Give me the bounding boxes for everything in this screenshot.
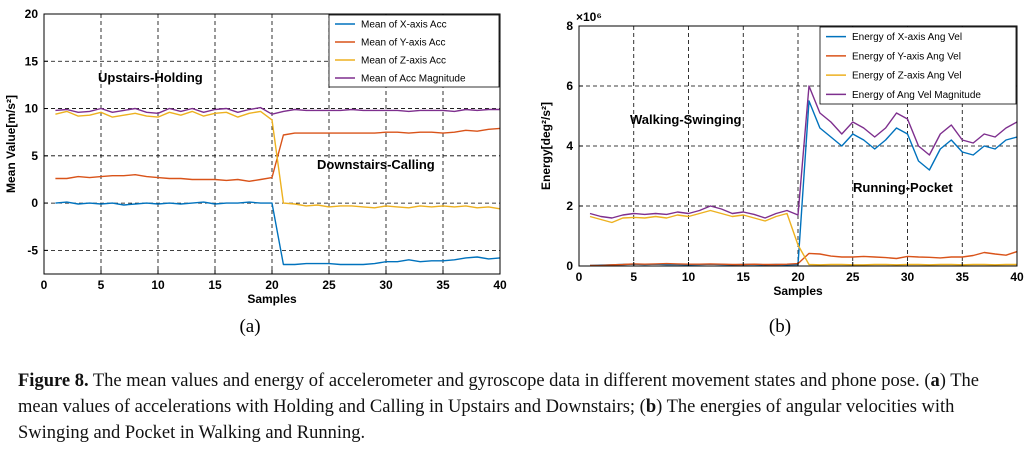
legend-label-1: Mean of X-axis Acc [361,20,447,31]
x-tick-label: 40 [493,278,507,292]
chart-a: 0 5 10 15 20 25 30 35 40 20 15 10 5 0 -5 Samples Mean Va… [4,7,507,337]
y-tick-label: 5 [31,149,38,163]
legend-box [819,26,1017,105]
x-tick-label: 5 [630,270,637,284]
x-tick-label: 30 [379,278,393,292]
series-line-4 [589,85,1018,219]
y-tick-label: 6 [566,79,573,93]
y-tick-label: 8 [566,19,573,33]
caption-text-b: ) The energies of angular velocities wit… [18,397,955,443]
legend-label-1: Energy of X-axis Ang Vel [852,32,962,43]
legend-label-3: Energy of Z-axis Ang Vel [852,71,962,82]
y-tick-label: 0 [31,196,38,210]
figure-caption: Figure 8. The mean values and energy of … [18,368,1018,446]
x-tick-label: 10 [151,278,165,292]
caption-text-a: ) The mean values of accelerations with … [18,371,980,417]
chart-b: 0 5 10 15 20 25 30 35 4086420×10⁶SamplesEnergy[d… [539,10,1024,337]
x-tick-label: 5 [98,278,105,292]
x-tick-label: 20 [265,278,279,292]
y-tick-label: 0 [566,259,573,273]
y-axis-label: Mean Value[m/s²] [4,95,18,193]
series-line-1 [55,201,501,266]
subfigure-label: (a) [239,316,260,337]
annotation-label: Running-Pocket [853,180,953,195]
caption-text: The mean values and energy of accelerome… [92,371,931,391]
y-tick-label: 2 [566,199,573,213]
y-tick-label: 20 [25,7,39,21]
legend-box [328,14,500,88]
x-tick-label: 0 [41,278,48,292]
caption-label: Figure 8. [18,371,89,391]
subfigure-label: (b) [769,316,791,337]
x-tick-label: 10 [682,270,696,284]
x-tick-label: 25 [846,270,860,284]
y-tick-label: -5 [27,243,38,257]
y-tick-label: 4 [566,139,573,153]
legend-label-4: Mean of Acc Magnitude [361,74,466,85]
series-line-2 [590,250,1018,267]
x-tick-label: 30 [901,270,915,284]
x-axis-label: Samples [773,284,823,298]
x-tick-label: 15 [737,270,751,284]
annotation-label: Upstairs-Holding [98,70,203,85]
y-axis-label: Energy[deg²/s²] [539,102,553,190]
caption-part-b: b [645,397,657,417]
series-line-4 [55,106,500,115]
annotation-label: Walking-Swinging [630,112,742,127]
legend-label-2: Energy of Y-axis Ang Vel [852,51,961,62]
y-tick-label: 10 [25,102,39,116]
legend-label-2: Mean of Y-axis Acc [361,38,446,49]
x-tick-label: 35 [956,270,970,284]
x-tick-label: 20 [791,270,805,284]
x-tick-label: 40 [1010,270,1024,284]
caption-part-a: a [930,371,940,391]
x-tick-label: 35 [436,278,450,292]
y-multiplier: ×10⁶ [576,10,602,24]
x-axis-label: Samples [247,292,297,306]
annotation-label: Downstairs-Calling [317,157,435,172]
series-line-2 [55,127,501,183]
series-line-3 [55,110,501,210]
legend-label-4: Energy of Ang Vel Magnitude [852,90,981,101]
x-tick-label: 0 [576,270,583,284]
series-line-3 [589,209,1017,266]
y-tick-label: 15 [25,54,39,68]
x-tick-label: 25 [322,278,336,292]
x-tick-label: 15 [208,278,222,292]
legend-label-3: Mean of Z-axis Acc [361,56,446,67]
